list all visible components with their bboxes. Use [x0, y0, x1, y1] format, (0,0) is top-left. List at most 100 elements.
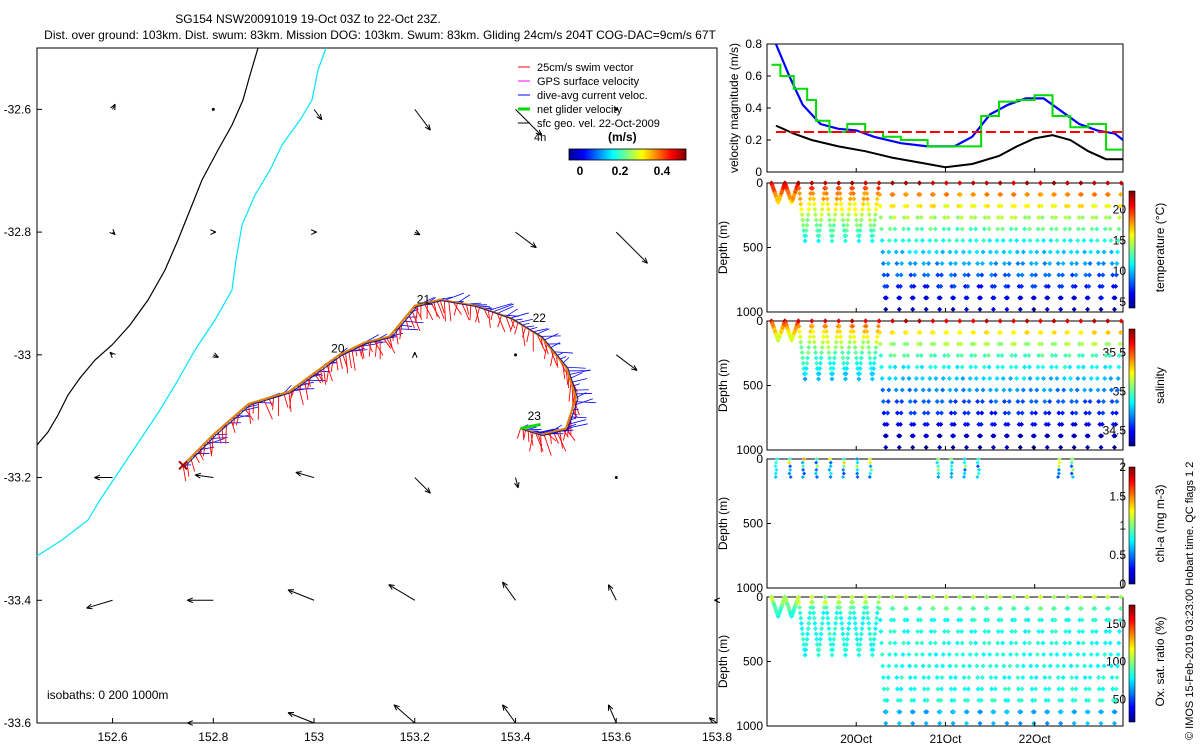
chl-point: [949, 464, 954, 469]
profile-point: [1011, 318, 1017, 324]
sfc-vector: [388, 584, 416, 601]
profile-point: [973, 364, 979, 370]
profile-point: [1034, 375, 1040, 381]
profile-point: [1012, 203, 1018, 209]
profile-point: [871, 227, 877, 233]
legend-sfc: sfc geo. vel. 22-Oct-2009: [537, 118, 660, 130]
chl-point: [801, 464, 806, 469]
profile-point: [1026, 352, 1032, 358]
profile-point: [1045, 421, 1051, 427]
profile-point: [1059, 283, 1065, 289]
profile-point: [843, 371, 849, 377]
profile-point: [1020, 674, 1026, 680]
profile-point: [930, 318, 936, 324]
profile-point: [841, 636, 847, 642]
chl-point: [773, 475, 778, 480]
swim-vector: [522, 327, 527, 338]
map-ytick-label: -33.6: [4, 716, 32, 730]
credit-text: © IMOS 15-Feb-2019 03:23:00 Hobart time.…: [1184, 462, 1196, 740]
profile-point: [1004, 295, 1010, 301]
profile-point: [872, 350, 878, 356]
profile-point: [1107, 640, 1113, 646]
profile-point: [1112, 295, 1118, 301]
profile-point: [1082, 663, 1088, 669]
profile-point: [1069, 686, 1075, 692]
profile-point: [1095, 387, 1101, 393]
profile-point: [803, 365, 809, 371]
profile-point: [844, 227, 850, 233]
profile-point: [1026, 226, 1032, 232]
profile-point: [997, 180, 1003, 186]
profile-point: [1067, 237, 1073, 243]
profile-point: [968, 628, 974, 634]
profile-point: [968, 226, 974, 232]
profile-point: [857, 647, 863, 653]
profile-point: [873, 206, 879, 212]
profile-point: [1011, 329, 1017, 335]
profile-point: [905, 628, 911, 634]
profile-point: [921, 674, 927, 680]
profile-point: [946, 651, 952, 657]
profile-point: [1108, 375, 1114, 381]
profile-point: [1082, 674, 1088, 680]
profile-point: [1033, 410, 1039, 416]
profile-point: [954, 375, 960, 381]
profile-point: [1055, 663, 1061, 669]
profile-point: [918, 352, 924, 358]
profile-point: [972, 628, 978, 634]
profile-point: [894, 674, 900, 680]
profile-point: [860, 339, 866, 345]
profile-point: [1110, 410, 1116, 416]
chl-point: [775, 457, 780, 461]
profile-point: [825, 620, 831, 626]
profile-point: [967, 249, 973, 255]
profile-point: [817, 636, 823, 642]
profile-point: [816, 238, 822, 244]
profile-point: [962, 686, 968, 692]
profile-point: [907, 387, 913, 393]
profile-point: [1053, 364, 1059, 370]
profile-point: [962, 272, 968, 278]
profile-point: [904, 203, 910, 209]
profile-point: [954, 226, 960, 232]
profile-point: [1068, 249, 1074, 255]
profile-point: [1076, 352, 1082, 358]
profile-point: [839, 206, 845, 212]
profile-point: [1013, 226, 1019, 232]
profile-point: [1022, 640, 1028, 646]
profile-point: [968, 640, 974, 646]
profile-point: [916, 594, 922, 600]
profile-point: [967, 237, 973, 243]
swim-vector: [550, 351, 554, 367]
profile-point: [926, 249, 932, 255]
profile-point: [1100, 674, 1106, 680]
profile-point: [954, 651, 960, 657]
profile-point: [831, 360, 837, 366]
profile-point: [991, 433, 997, 439]
profile-point: [1066, 214, 1072, 220]
profile-point: [1012, 617, 1018, 623]
profile-ytick-label: 500: [743, 517, 763, 531]
profile-point: [831, 222, 837, 228]
profile-point: [854, 360, 860, 366]
swim-vector: [304, 380, 309, 400]
profile-point: [971, 191, 977, 197]
profile-point: [951, 709, 957, 715]
profile-point: [944, 191, 950, 197]
profile-point: [814, 360, 820, 366]
profile-point: [860, 344, 866, 350]
profile-point: [1107, 628, 1113, 634]
vel-ytick-label: 0.6: [745, 69, 762, 83]
profile-point: [948, 686, 954, 692]
profile-point: [1091, 318, 1097, 324]
profile-point: [1034, 663, 1040, 669]
profile-point: [852, 206, 858, 212]
profile-point: [923, 720, 929, 726]
sfc-vector-head: [514, 481, 520, 489]
profile-point: [1116, 214, 1122, 220]
profile-point: [876, 180, 882, 186]
profile-point: [852, 620, 858, 626]
profile-point: [913, 237, 919, 243]
profile-point: [1086, 697, 1092, 703]
